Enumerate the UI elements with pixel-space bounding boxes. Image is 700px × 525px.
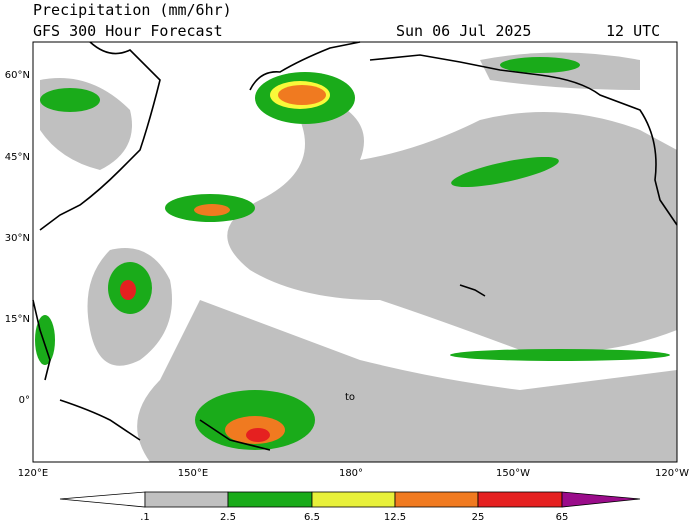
title: Precipitation (mm/6hr): [33, 1, 232, 19]
colorbar-label: 12.5: [384, 512, 406, 523]
lon-label: 180°: [339, 468, 363, 479]
axis-labels: 60°N 45°N 30°N 15°N 0° 120°E 150°E 180° …: [5, 70, 689, 479]
colorbar: [59, 491, 641, 508]
colorbar-label: 65: [556, 512, 569, 523]
colorbar-label: 2.5: [220, 512, 236, 523]
colorbar-label: .1: [140, 512, 150, 523]
map: to: [32, 41, 678, 463]
lat-label: 15°N: [5, 314, 30, 325]
lat-label: 0°: [19, 395, 30, 406]
lon-label: 150°E: [178, 468, 208, 479]
lon-label: 150°W: [496, 468, 530, 479]
colorbar-label: 25: [472, 512, 485, 523]
map-annotation: to: [345, 392, 355, 403]
subtitle: GFS 300 Hour Forecast: [33, 22, 223, 40]
time: 12 UTC: [606, 22, 660, 40]
lon-label: 120°E: [18, 468, 48, 479]
coastlines: [32, 41, 678, 451]
colorbar-label: 6.5: [304, 512, 320, 523]
date: Sun 06 Jul 2025: [396, 22, 531, 40]
lat-label: 30°N: [5, 233, 30, 244]
precip-heavy: [120, 81, 330, 444]
lat-label: 60°N: [5, 70, 30, 81]
lat-label: 45°N: [5, 152, 30, 163]
map-frame: [32, 41, 678, 463]
colorbar-labels: .1 2.5 6.5 12.5 25 65: [140, 512, 568, 523]
lon-label: 120°W: [655, 468, 689, 479]
